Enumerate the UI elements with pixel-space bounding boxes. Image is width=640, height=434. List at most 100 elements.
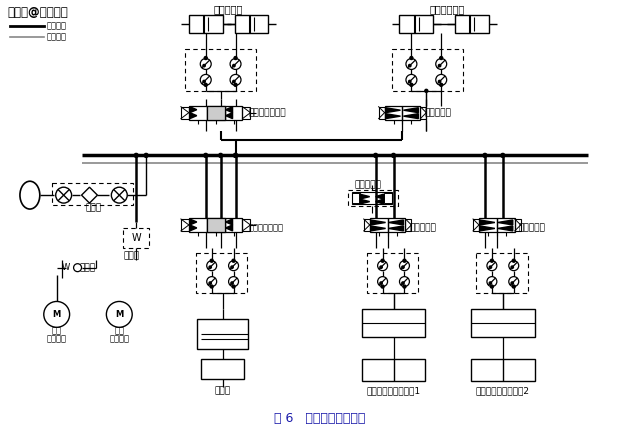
Polygon shape bbox=[376, 194, 383, 199]
Bar bbox=[471, 309, 534, 337]
Text: 进给电机: 进给电机 bbox=[109, 335, 129, 344]
Polygon shape bbox=[385, 108, 401, 113]
Circle shape bbox=[200, 74, 211, 85]
Polygon shape bbox=[190, 225, 196, 231]
Circle shape bbox=[403, 259, 406, 262]
Bar bbox=[455, 15, 489, 33]
Circle shape bbox=[203, 64, 205, 67]
Bar bbox=[352, 193, 360, 203]
Text: 两位五通阀: 两位五通阀 bbox=[518, 224, 545, 233]
Bar bbox=[189, 106, 207, 120]
Circle shape bbox=[74, 264, 81, 272]
Circle shape bbox=[440, 83, 443, 86]
Circle shape bbox=[210, 259, 213, 262]
Text: 进给电机: 进给电机 bbox=[47, 335, 67, 344]
Bar bbox=[420, 107, 426, 118]
Text: 三联件: 三联件 bbox=[85, 204, 102, 213]
Text: W: W bbox=[131, 233, 141, 243]
Circle shape bbox=[410, 56, 413, 59]
Bar bbox=[189, 218, 207, 232]
Circle shape bbox=[381, 259, 384, 262]
Text: 图 6   气路设计原理示意: 图 6 气路设计原理示意 bbox=[275, 412, 365, 425]
Polygon shape bbox=[480, 226, 495, 231]
Circle shape bbox=[410, 83, 413, 86]
Circle shape bbox=[374, 153, 378, 158]
Circle shape bbox=[399, 276, 410, 286]
Text: 减压阀: 减压阀 bbox=[214, 386, 230, 395]
Circle shape bbox=[489, 282, 492, 284]
Text: 试块推进汽缸: 试块推进汽缸 bbox=[429, 4, 465, 14]
Bar bbox=[189, 15, 223, 33]
Text: 搜狐号@国检检测: 搜狐号@国检检测 bbox=[7, 7, 68, 20]
Bar bbox=[473, 219, 479, 231]
Bar bbox=[234, 15, 268, 33]
Circle shape bbox=[204, 153, 208, 158]
Circle shape bbox=[232, 259, 235, 262]
Circle shape bbox=[203, 80, 205, 83]
Bar bbox=[379, 107, 385, 118]
Circle shape bbox=[380, 282, 382, 284]
Bar bbox=[471, 359, 534, 381]
Circle shape bbox=[436, 74, 447, 85]
Circle shape bbox=[234, 153, 237, 158]
Polygon shape bbox=[190, 219, 196, 225]
Circle shape bbox=[511, 282, 513, 284]
Polygon shape bbox=[360, 194, 370, 199]
Bar bbox=[196, 253, 248, 293]
Circle shape bbox=[440, 56, 443, 59]
Circle shape bbox=[512, 259, 515, 262]
Bar bbox=[225, 218, 243, 232]
Bar bbox=[497, 218, 515, 232]
Circle shape bbox=[406, 74, 417, 85]
Text: 三位五通中封阀: 三位五通中封阀 bbox=[248, 108, 286, 117]
Circle shape bbox=[234, 153, 237, 158]
Bar bbox=[370, 218, 388, 232]
Bar bbox=[201, 359, 244, 379]
Circle shape bbox=[378, 261, 388, 271]
Circle shape bbox=[403, 285, 406, 288]
Circle shape bbox=[230, 59, 241, 69]
Circle shape bbox=[231, 266, 233, 268]
Text: 高压回路: 高压回路 bbox=[47, 33, 67, 42]
Circle shape bbox=[392, 153, 396, 158]
Circle shape bbox=[438, 80, 441, 83]
Circle shape bbox=[56, 187, 72, 203]
Bar bbox=[367, 253, 419, 293]
Bar bbox=[383, 193, 392, 203]
Bar bbox=[352, 192, 392, 204]
Text: 端部效应器压紧汽缸2: 端部效应器压紧汽缸2 bbox=[476, 386, 530, 395]
Circle shape bbox=[231, 282, 233, 284]
Bar bbox=[476, 253, 527, 293]
Text: M: M bbox=[52, 310, 61, 319]
Circle shape bbox=[402, 266, 404, 268]
Circle shape bbox=[134, 153, 138, 158]
Circle shape bbox=[210, 285, 213, 288]
Text: 减压阀: 减压阀 bbox=[124, 252, 140, 261]
Polygon shape bbox=[403, 114, 419, 118]
Text: 端部效应器压紧汽缸1: 端部效应器压紧汽缸1 bbox=[367, 386, 420, 395]
Circle shape bbox=[512, 285, 515, 288]
Bar bbox=[181, 219, 189, 231]
Circle shape bbox=[233, 64, 235, 67]
Circle shape bbox=[228, 261, 239, 271]
Circle shape bbox=[234, 56, 237, 59]
Text: 低压回路: 低压回路 bbox=[47, 22, 67, 31]
Bar bbox=[399, 15, 433, 33]
Text: 前定位汽缸: 前定位汽缸 bbox=[214, 4, 243, 14]
Polygon shape bbox=[190, 107, 196, 113]
Bar bbox=[403, 106, 420, 120]
Circle shape bbox=[232, 285, 235, 288]
Bar bbox=[207, 218, 225, 232]
Polygon shape bbox=[226, 225, 232, 231]
Circle shape bbox=[378, 276, 388, 286]
Polygon shape bbox=[360, 199, 370, 204]
Circle shape bbox=[490, 259, 493, 262]
Circle shape bbox=[44, 302, 70, 327]
Circle shape bbox=[144, 153, 148, 158]
Circle shape bbox=[408, 80, 411, 83]
Circle shape bbox=[381, 285, 384, 288]
Circle shape bbox=[399, 261, 410, 271]
Circle shape bbox=[380, 266, 382, 268]
Circle shape bbox=[111, 187, 127, 203]
Circle shape bbox=[509, 261, 518, 271]
